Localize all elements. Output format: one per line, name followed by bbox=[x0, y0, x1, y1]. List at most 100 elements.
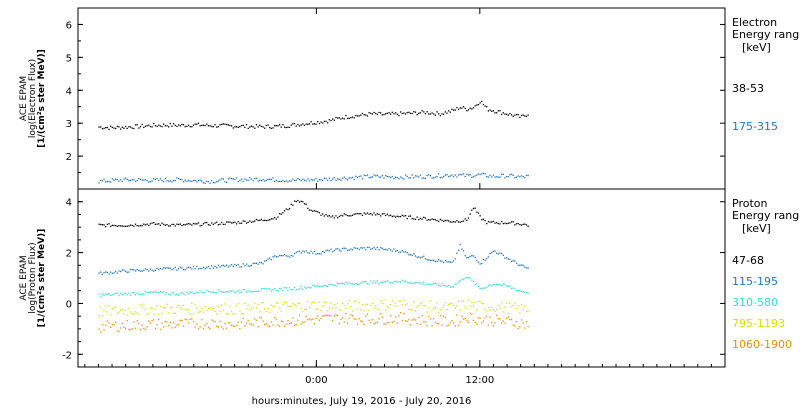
data-point bbox=[105, 293, 107, 295]
data-point bbox=[277, 125, 279, 127]
data-point bbox=[358, 318, 360, 320]
data-point bbox=[149, 291, 152, 293]
data-point bbox=[491, 221, 493, 223]
data-point bbox=[225, 290, 228, 293]
data-point bbox=[398, 281, 400, 283]
data-point bbox=[186, 291, 188, 293]
data-point bbox=[499, 318, 501, 320]
data-point bbox=[315, 285, 317, 288]
data-point bbox=[446, 309, 448, 311]
data-point bbox=[479, 287, 481, 290]
data-point bbox=[436, 219, 438, 222]
data-point bbox=[285, 255, 287, 257]
data-point bbox=[222, 264, 224, 266]
data-point bbox=[441, 113, 443, 115]
data-point bbox=[307, 286, 309, 288]
data-point bbox=[131, 313, 133, 315]
data-point bbox=[249, 126, 251, 128]
data-point bbox=[527, 114, 529, 116]
data-point bbox=[366, 246, 369, 249]
data-point bbox=[500, 301, 503, 304]
data-point bbox=[341, 302, 344, 305]
data-point bbox=[164, 125, 166, 127]
data-point bbox=[111, 178, 113, 180]
data-point bbox=[443, 113, 445, 115]
data-point bbox=[303, 321, 306, 323]
data-point bbox=[428, 315, 430, 318]
data-point bbox=[242, 317, 244, 319]
data-point bbox=[499, 176, 501, 178]
data-point bbox=[212, 182, 215, 184]
data-point bbox=[500, 285, 503, 287]
data-point bbox=[136, 320, 138, 322]
data-point bbox=[416, 114, 418, 116]
data-point bbox=[524, 305, 526, 307]
data-point bbox=[234, 221, 236, 223]
data-point bbox=[350, 314, 352, 316]
data-point bbox=[447, 284, 450, 287]
data-point bbox=[346, 249, 349, 251]
data-point bbox=[293, 304, 296, 306]
data-point bbox=[232, 290, 234, 292]
data-point bbox=[169, 122, 171, 125]
data-point bbox=[166, 292, 168, 294]
data-point bbox=[239, 222, 241, 224]
data-point bbox=[431, 218, 433, 220]
data-point bbox=[259, 311, 261, 313]
data-point bbox=[234, 178, 236, 181]
data-point bbox=[439, 315, 441, 317]
data-point bbox=[481, 302, 483, 304]
data-point bbox=[320, 317, 322, 319]
data-point bbox=[283, 325, 286, 327]
data-point bbox=[153, 313, 155, 316]
data-point bbox=[307, 319, 309, 321]
data-point bbox=[335, 285, 337, 287]
data-point bbox=[444, 259, 446, 262]
data-point bbox=[471, 279, 473, 281]
data-point bbox=[287, 255, 289, 257]
data-point bbox=[298, 302, 301, 305]
data-point bbox=[320, 214, 322, 216]
data-point bbox=[108, 292, 110, 295]
data-point bbox=[182, 293, 185, 295]
data-point bbox=[287, 181, 289, 183]
data-point bbox=[388, 112, 390, 114]
data-point bbox=[520, 224, 523, 226]
data-point bbox=[356, 212, 359, 215]
data-point bbox=[355, 247, 357, 249]
data-point bbox=[247, 289, 249, 292]
data-point bbox=[156, 178, 158, 180]
data-point bbox=[494, 176, 496, 178]
data-point bbox=[491, 251, 493, 254]
data-point bbox=[151, 126, 153, 128]
data-point bbox=[259, 179, 261, 181]
data-point bbox=[305, 180, 307, 182]
data-point bbox=[389, 304, 392, 306]
data-point bbox=[461, 107, 463, 109]
data-point bbox=[100, 295, 102, 298]
data-point bbox=[345, 307, 347, 309]
data-point bbox=[206, 180, 208, 183]
data-point bbox=[101, 293, 104, 295]
data-point bbox=[287, 126, 289, 128]
data-point bbox=[283, 253, 286, 256]
data-point bbox=[355, 114, 357, 117]
data-point bbox=[274, 125, 276, 127]
data-point bbox=[234, 263, 236, 266]
data-point bbox=[482, 302, 485, 305]
data-point bbox=[139, 293, 142, 295]
data-point bbox=[298, 201, 301, 203]
data-point bbox=[159, 306, 162, 308]
data-point bbox=[201, 124, 203, 127]
data-point bbox=[396, 113, 398, 115]
data-point bbox=[282, 289, 284, 291]
data-point bbox=[158, 292, 160, 294]
data-point bbox=[161, 291, 163, 293]
data-point bbox=[292, 302, 294, 305]
data-point bbox=[187, 309, 190, 311]
data-point bbox=[403, 281, 405, 283]
data-point bbox=[280, 288, 282, 290]
data-point bbox=[408, 177, 410, 179]
data-point bbox=[308, 287, 311, 289]
data-point bbox=[504, 177, 506, 179]
